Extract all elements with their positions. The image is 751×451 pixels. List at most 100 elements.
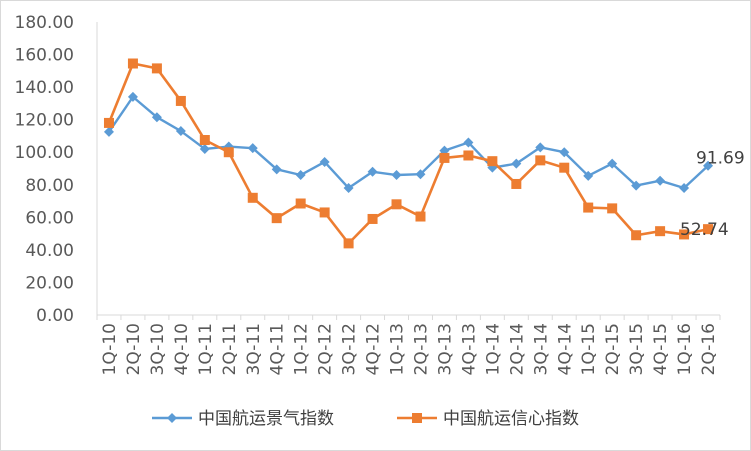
data-point	[127, 91, 138, 102]
legend-label: 中国航运景气指数	[198, 409, 334, 429]
x-tick-label: 1Q-14	[483, 323, 503, 375]
series-line	[107, 62, 709, 245]
data-point	[487, 156, 498, 167]
x-axis: 1Q-10 2Q-10 3Q-10 4Q-10 1Q-11 2Q-11 3Q-11 4Q-11…	[96, 314, 721, 375]
data-point	[655, 175, 666, 186]
data-point	[247, 192, 258, 203]
y-tick-label: 80.00	[25, 176, 74, 196]
data-point	[703, 224, 714, 235]
x-tick-label: 1Q-12	[292, 323, 312, 375]
y-tick-label: 0.00	[36, 306, 74, 326]
data-point	[223, 147, 234, 158]
data-point	[583, 170, 594, 181]
data-point	[679, 229, 690, 240]
x-tick-label: 1Q-11	[196, 323, 216, 375]
x-tick-label: 3Q-12	[340, 323, 360, 375]
legend-marker	[167, 413, 177, 423]
data-point	[463, 137, 474, 148]
data-point	[127, 58, 138, 69]
x-tick-label: 2Q-14	[507, 323, 527, 375]
data-point	[415, 169, 426, 180]
legend-marker	[412, 413, 422, 423]
data-point	[367, 213, 378, 224]
x-tick-label: 4Q-10	[172, 323, 192, 375]
data-point	[295, 198, 306, 209]
data-point	[415, 211, 426, 222]
data-point	[535, 155, 546, 166]
data-point	[295, 170, 306, 181]
data-point	[319, 207, 330, 218]
x-tick-label: 1Q-10	[100, 323, 120, 375]
data-point	[175, 95, 186, 106]
data-point	[151, 112, 162, 123]
data-point	[343, 238, 354, 249]
data-labels: 91.69 52.74	[680, 149, 745, 240]
data-point	[367, 166, 378, 177]
y-tick-label: 160.00	[15, 46, 74, 66]
x-tick-label: 1Q-13	[388, 323, 408, 375]
data-point	[607, 203, 618, 214]
data-point	[511, 178, 522, 189]
x-tick-label: 4Q-15	[651, 323, 671, 375]
legend-label: 中国航运信心指数	[443, 409, 579, 429]
x-tick-label: 3Q-13	[435, 323, 455, 375]
data-point	[199, 143, 210, 154]
x-tick-label: 2Q-12	[316, 323, 336, 375]
data-point	[559, 147, 570, 158]
data-point	[103, 126, 114, 137]
data-point	[199, 135, 210, 146]
x-tick-label: 3Q-10	[148, 323, 168, 375]
data-point	[151, 63, 162, 74]
series-2	[103, 58, 714, 249]
y-tick-label: 140.00	[15, 78, 74, 98]
data-point	[103, 117, 114, 128]
y-tick-label: 180.00	[15, 13, 74, 33]
data-point	[271, 213, 282, 224]
x-tick-label: 2Q-15	[603, 323, 623, 375]
x-tick-label: 3Q-11	[244, 323, 264, 375]
legend-item-2: 中国航运信心指数	[397, 409, 579, 429]
data-point	[583, 202, 594, 213]
data-label: 52.74	[680, 220, 729, 240]
data-point	[463, 150, 474, 161]
y-tick-label: 120.00	[15, 111, 74, 131]
x-tick-label: 4Q-11	[268, 323, 288, 375]
y-tick-label: 40.00	[25, 241, 74, 261]
x-tick-label: 4Q-13	[459, 323, 479, 375]
data-point	[703, 160, 714, 171]
x-tick-label: 2Q-16	[699, 323, 719, 375]
x-tick-label: 4Q-12	[364, 323, 384, 375]
series-line	[107, 95, 709, 190]
x-tick-label: 1Q-16	[675, 323, 695, 375]
data-point	[439, 152, 450, 163]
data-label: 91.69	[696, 149, 745, 169]
data-point	[511, 158, 522, 169]
y-tick-label: 20.00	[25, 273, 74, 293]
plot-area	[103, 58, 714, 249]
data-point	[319, 156, 330, 167]
data-point	[535, 142, 546, 153]
x-tick-label: 4Q-14	[555, 323, 575, 375]
x-tick-label: 1Q-15	[579, 323, 599, 375]
data-point	[175, 126, 186, 137]
data-point	[391, 170, 402, 181]
data-point	[631, 230, 642, 241]
x-tick-label: 3Q-14	[531, 323, 551, 375]
y-tick-label: 60.00	[25, 208, 74, 228]
data-point	[247, 143, 258, 154]
legend-item-1: 中国航运景气指数	[152, 409, 334, 429]
series-1	[103, 91, 714, 194]
data-point	[271, 164, 282, 175]
x-tick-label: 2Q-13	[411, 323, 431, 375]
data-point	[679, 183, 690, 194]
y-tick-label: 100.00	[15, 143, 74, 163]
x-tick-label: 3Q-15	[627, 323, 647, 375]
data-point	[631, 180, 642, 191]
data-point	[559, 162, 570, 173]
x-tick-label: 2Q-10	[124, 323, 144, 375]
legend: 中国航运景气指数 中国航运信心指数	[152, 409, 579, 429]
x-tick-label: 2Q-11	[220, 323, 240, 375]
data-point	[655, 226, 666, 237]
data-point	[391, 199, 402, 210]
